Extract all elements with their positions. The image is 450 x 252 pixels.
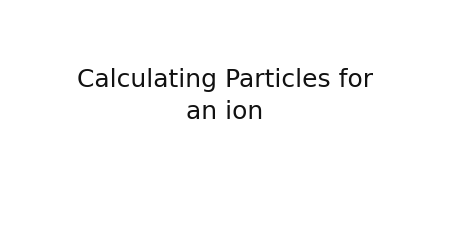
Text: Calculating Particles for
an ion: Calculating Particles for an ion [77,68,373,123]
